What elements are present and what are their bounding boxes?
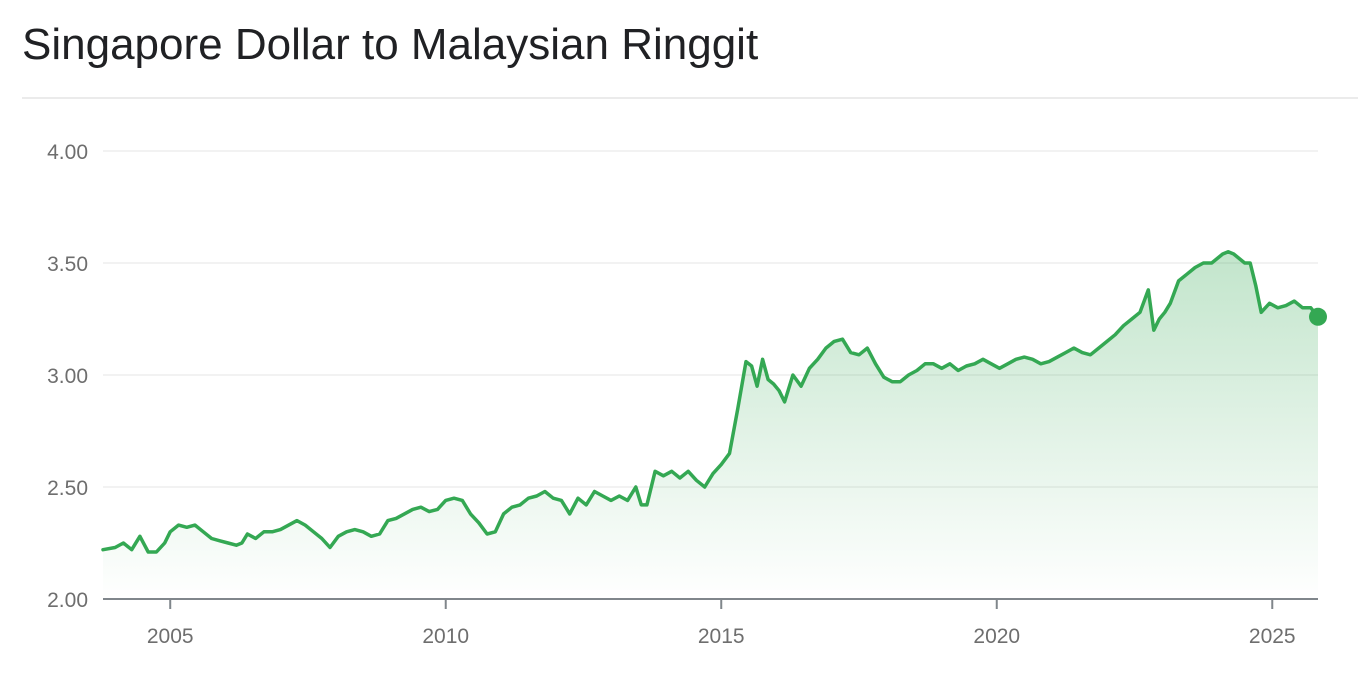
y-tick-label: 3.50 xyxy=(47,253,88,276)
y-tick-label: 3.00 xyxy=(47,365,88,388)
title-divider xyxy=(22,97,1358,99)
latest-point-marker xyxy=(1309,307,1327,326)
tick-labels: 2.00 2.50 3.00 3.50 4.00 2005 2010 2015 2020 2025 xyxy=(47,141,1295,648)
x-tick-label: 2005 xyxy=(147,625,194,648)
y-tick-label: 2.50 xyxy=(47,477,88,500)
x-tick-label: 2010 xyxy=(422,625,469,648)
y-tick-label: 2.00 xyxy=(47,589,88,612)
y-tick-label: 4.00 xyxy=(47,141,88,164)
x-tick-label: 2020 xyxy=(973,625,1020,648)
chart-title: Singapore Dollar to Malaysian Ringgit xyxy=(22,20,759,69)
series-area xyxy=(103,251,1318,600)
x-tick-label: 2015 xyxy=(698,625,745,648)
series-line xyxy=(101,250,1320,554)
axes xyxy=(103,598,1318,609)
x-tick-label: 2025 xyxy=(1249,625,1296,648)
plot-area xyxy=(101,250,1327,600)
